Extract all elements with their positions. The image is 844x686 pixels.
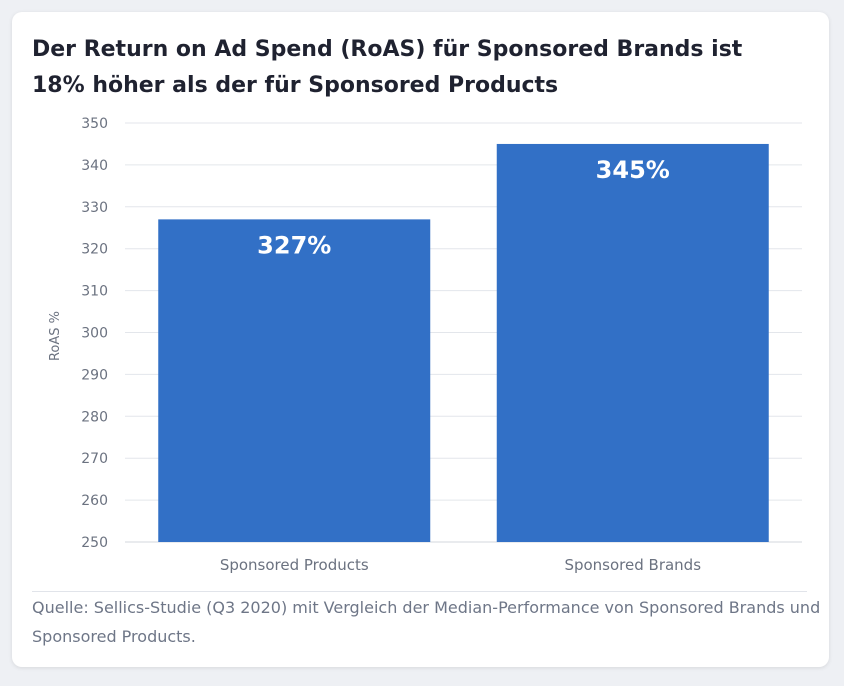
y-axis-ticks: 250 260 270 280 290 300 310 320 330 340 350 — [81, 116, 108, 551]
x-tick-label: Sponsored Brands — [564, 556, 701, 574]
y-tick-label: 260 — [81, 493, 108, 509]
y-tick-label: 340 — [81, 158, 108, 174]
bar — [158, 219, 431, 542]
bars — [158, 143, 769, 542]
x-tick-label: Sponsored Products — [220, 556, 369, 574]
y-tick-label: 310 — [81, 284, 108, 300]
y-axis-label: RoAS % — [48, 311, 63, 361]
data-label: 345% — [596, 156, 670, 184]
y-tick-label: 290 — [81, 367, 108, 383]
bar — [496, 143, 769, 542]
chart-card: Der Return on Ad Spend (RoAS) für Sponso… — [12, 12, 829, 667]
y-tick-label: 350 — [81, 116, 108, 132]
y-tick-label: 330 — [81, 200, 108, 216]
footer-divider — [32, 591, 807, 592]
data-label: 327% — [257, 231, 331, 259]
y-tick-label: 300 — [81, 326, 108, 342]
x-axis-ticks: Sponsored Products Sponsored Brands — [220, 556, 701, 574]
y-tick-label: 280 — [81, 409, 108, 425]
data-labels: 327% 345% — [257, 156, 670, 259]
bar-chart: 250 260 270 280 290 300 310 320 330 340 350 327% 34… — [48, 116, 802, 574]
chart-title: Der Return on Ad Spend (RoAS) für Sponso… — [32, 37, 743, 98]
y-tick-label: 250 — [81, 535, 108, 551]
y-tick-label: 320 — [81, 242, 108, 258]
y-tick-label: 270 — [81, 451, 108, 467]
source-note: Quelle: Sellics-Studie (Q3 2020) mit Ver… — [32, 598, 821, 646]
